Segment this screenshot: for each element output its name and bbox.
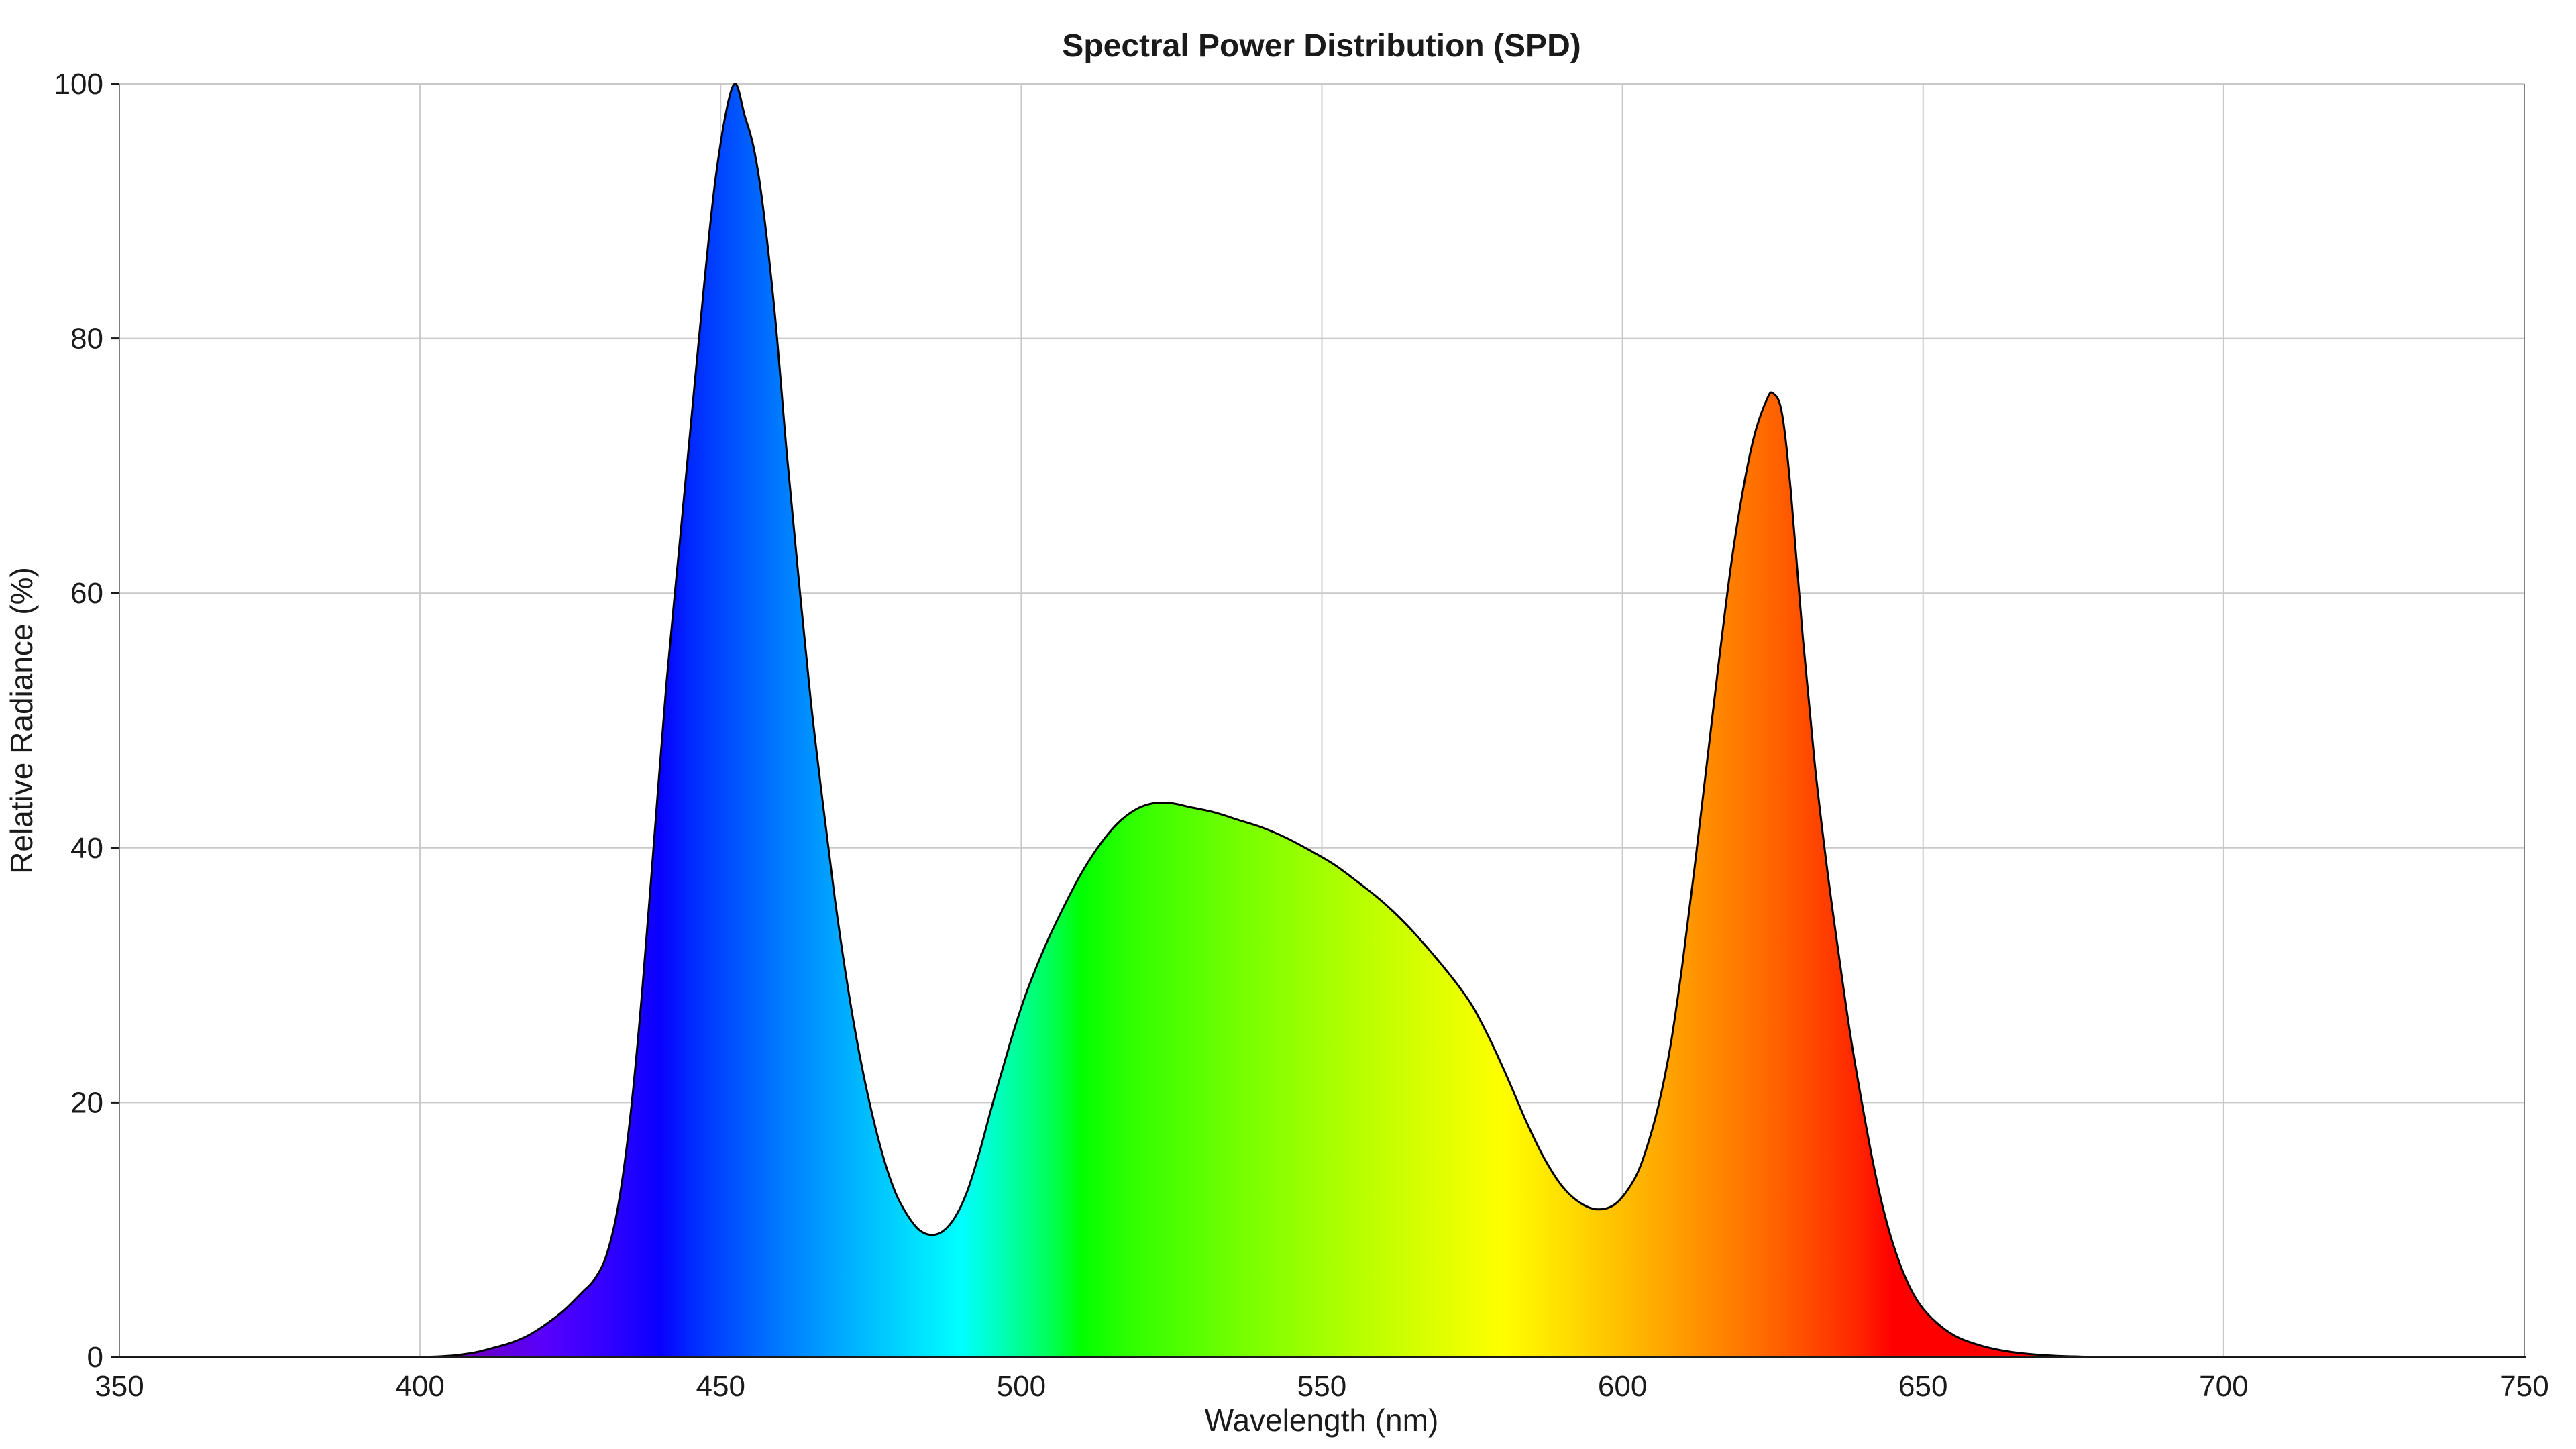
tick-marks <box>111 83 119 1358</box>
y-axis-title: Relative Radiance (%) <box>4 567 39 874</box>
axes-spines <box>118 84 2526 1358</box>
y-tick-label-40: 40 <box>70 832 103 865</box>
tick-labels: 350 400 450 500 550 600 650 700 750 0 20 40 60 80 100 <box>54 68 2549 1403</box>
y-tick-label-100: 100 <box>54 68 103 101</box>
y-tick-label-0: 0 <box>87 1341 103 1374</box>
spd-curve <box>419 83 2105 1358</box>
x-tick-label-550: 550 <box>1297 1370 1346 1403</box>
gridlines <box>119 83 2524 1357</box>
spd-curve-layer <box>419 83 2105 1358</box>
y-tick-label-20: 20 <box>70 1086 103 1119</box>
x-tick-label-400: 400 <box>395 1370 444 1403</box>
x-tick-label-650: 650 <box>1898 1370 1947 1403</box>
x-axis-title: Wavelength (nm) <box>1205 1403 1439 1438</box>
x-tick-label-350: 350 <box>95 1370 144 1403</box>
x-tick-label-700: 700 <box>2199 1370 2248 1403</box>
chart-title: Spectral Power Distribution (SPD) <box>1062 28 1580 64</box>
y-tick-label-80: 80 <box>70 323 103 356</box>
x-tick-label-600: 600 <box>1598 1370 1647 1403</box>
x-tick-label-450: 450 <box>696 1370 745 1403</box>
x-tick-label-750: 750 <box>2500 1370 2548 1403</box>
y-tick-label-60: 60 <box>70 577 103 610</box>
x-tick-label-500: 500 <box>997 1370 1046 1403</box>
